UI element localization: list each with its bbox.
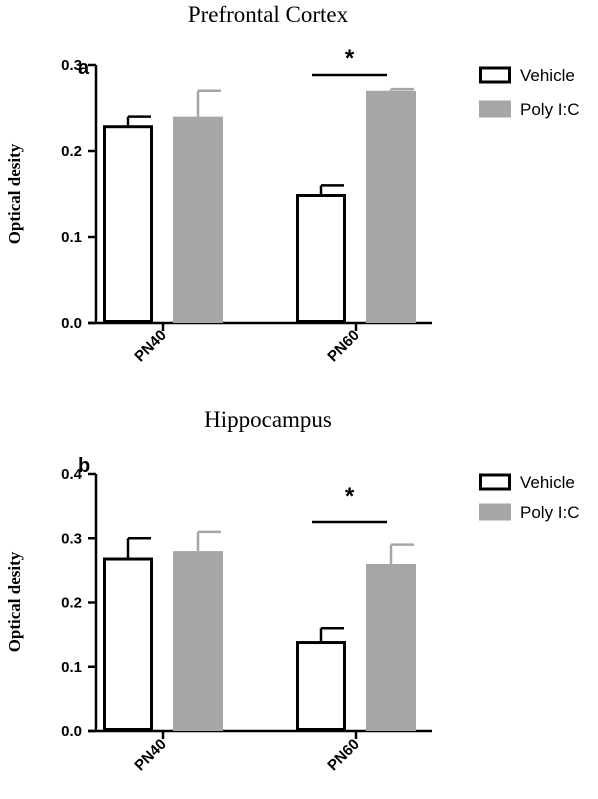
legend: Vehicle Poly I:C (479, 66, 580, 119)
significance-star: * (345, 45, 355, 72)
y-tick-label: 0.3 (61, 530, 82, 547)
chart-panel-b: Hippocampus b Optical desity 0.0 0.1 0.2 0.3 0.… (5, 407, 580, 774)
legend-label-polyic: Poly I:C (520, 503, 580, 522)
chart-title: Prefrontal Cortex (188, 2, 349, 27)
legend: Vehicle Poly I:C (479, 473, 580, 522)
chart-panel-a: Prefrontal Cortex a Optical desity 0.0 0.1 0.… (5, 2, 580, 365)
legend-label-polyic: Poly I:C (520, 100, 580, 119)
legend-swatch-vehicle (479, 66, 511, 84)
y-tick-label: 0.2 (61, 595, 82, 612)
bar-vehicle-pn60 (296, 641, 346, 731)
y-tick-label: 0.1 (61, 659, 82, 676)
x-tick-label-pn60: PN60 (324, 736, 363, 775)
bar-polyic-pn40 (173, 116, 223, 323)
y-tick-label: 0.2 (61, 143, 82, 160)
legend-label-vehicle: Vehicle (520, 473, 575, 492)
y-tick-label: 0.4 (61, 466, 83, 483)
bar-vehicle-pn40 (103, 557, 153, 732)
x-tick-label-pn40: PN40 (131, 736, 170, 775)
panel-letter: b (78, 455, 90, 477)
legend-swatch-polyic (479, 100, 511, 118)
y-axis-label: Optical desity (5, 143, 24, 244)
panel-letter: a (78, 57, 90, 79)
legend-label-vehicle: Vehicle (520, 66, 575, 85)
legend-swatch-vehicle (479, 473, 511, 491)
significance-star: * (345, 483, 355, 510)
x-tick-label-pn60: PN60 (324, 327, 363, 366)
y-axis-label: Optical desity (5, 551, 24, 652)
y-tick-label: 0.0 (61, 315, 82, 332)
bar-polyic-pn60 (366, 563, 416, 731)
y-tick-label: 0.0 (61, 723, 82, 740)
x-tick-label-pn40: PN40 (131, 327, 170, 366)
y-tick-label: 0.1 (61, 229, 82, 246)
bar-vehicle-pn40 (103, 125, 153, 323)
bar-vehicle-pn60 (296, 194, 346, 323)
y-tick-label: 0.3 (61, 57, 82, 74)
bar-polyic-pn60 (366, 90, 416, 323)
legend-swatch-polyic (479, 503, 511, 521)
bar-polyic-pn40 (173, 551, 223, 731)
chart-title: Hippocampus (204, 407, 332, 432)
